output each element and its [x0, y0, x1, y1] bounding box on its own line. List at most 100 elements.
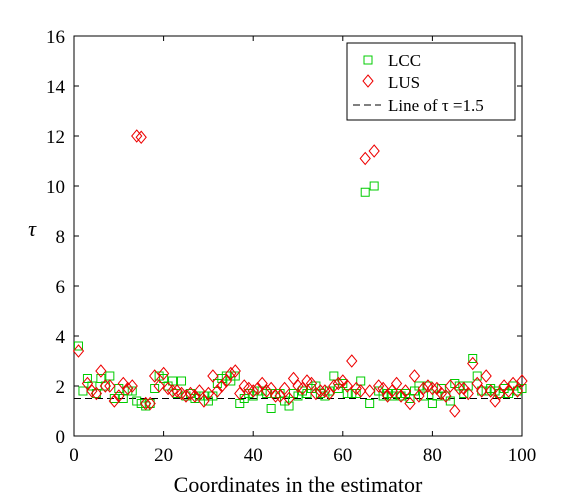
lus-point — [310, 386, 322, 401]
lus-point — [202, 386, 215, 401]
lcc-point — [351, 389, 361, 398]
y-tick-label: 4 — [56, 327, 66, 348]
lcc-point — [369, 181, 379, 191]
lus-point — [386, 384, 398, 398]
lus-point — [507, 376, 519, 391]
x-tick-label: 40 — [244, 445, 263, 466]
lus-point — [480, 369, 492, 383]
lus-point — [148, 369, 161, 383]
lus-point — [207, 369, 219, 383]
lus-point — [449, 404, 461, 418]
lus-point — [399, 384, 412, 398]
y-tick-label: 16 — [46, 27, 65, 48]
lcc-point — [463, 381, 473, 391]
lcc-point — [100, 381, 110, 391]
lus-point — [305, 376, 318, 391]
lus-point — [90, 386, 103, 401]
lus-point — [381, 389, 394, 403]
lus-point — [323, 386, 336, 401]
legend: LCC LUS Line of τ =1.5 — [346, 42, 516, 121]
x-tick-label: 80 — [423, 445, 442, 466]
lus-point — [444, 379, 456, 393]
lus-point — [189, 389, 201, 403]
lus-point — [166, 384, 179, 398]
lus-point — [283, 391, 295, 406]
lcc-point — [150, 384, 160, 393]
lus-point — [511, 384, 524, 398]
lcc-point — [468, 354, 478, 363]
y-tick-label: 12 — [46, 127, 65, 148]
lcc-point — [266, 404, 276, 413]
x-tick-label: 100 — [508, 445, 537, 466]
lcc-point — [73, 341, 83, 351]
lus-point — [377, 381, 389, 396]
x-axis-label: Coordinates in the estimator — [174, 472, 423, 497]
lus-point — [225, 366, 237, 381]
lus-point — [395, 389, 407, 403]
lus-point — [131, 129, 143, 143]
lus-point — [229, 364, 241, 378]
legend-marker-lus — [362, 74, 374, 88]
lus-point — [153, 379, 165, 393]
lus-point — [359, 151, 371, 166]
y-tick-label: 0 — [56, 427, 66, 448]
x-tick-label: 60 — [333, 445, 352, 466]
axis-ticks: 0 20 40 60 80 100 0 2 4 6 8 10 12 14 16 — [46, 27, 536, 466]
lus-point — [287, 371, 300, 386]
legend-label-lcc: LCC — [388, 51, 421, 70]
legend-box — [346, 42, 516, 121]
lus-point — [328, 379, 340, 393]
lus-point — [346, 354, 358, 368]
lcc-point — [423, 381, 433, 391]
lus-point — [135, 130, 147, 145]
lus-point — [332, 376, 344, 391]
y-tick-label: 2 — [56, 377, 66, 398]
legend-label-threshold-line: Line of τ =1.5 — [388, 96, 484, 115]
lus-point — [413, 389, 425, 403]
lcc-point — [365, 399, 375, 408]
lus-point — [126, 379, 138, 393]
lus-point — [252, 381, 264, 396]
lus-point — [489, 394, 501, 408]
lcc-point — [360, 187, 370, 197]
lus-point — [211, 384, 224, 398]
lus-point — [81, 376, 94, 391]
lus-point — [408, 369, 421, 383]
lus-point — [108, 394, 120, 408]
lus-point — [462, 386, 474, 401]
lcc-point — [517, 384, 527, 393]
lus-point — [99, 379, 112, 393]
lus-point — [471, 376, 483, 391]
lus-point — [493, 386, 506, 401]
lus-point — [516, 374, 528, 388]
lus-point — [220, 374, 232, 388]
lcc-point — [230, 371, 240, 381]
lus-point — [265, 381, 277, 396]
lus-point — [247, 384, 259, 398]
x-tick-label: 0 — [69, 445, 79, 466]
lus-point — [113, 389, 125, 403]
y-axis-label: τ — [28, 216, 37, 241]
lus-point — [269, 389, 282, 403]
data-marks — [72, 129, 528, 418]
lus-point — [314, 384, 327, 398]
lus-point — [341, 379, 353, 393]
lus-point — [355, 384, 367, 398]
lus-point — [476, 384, 488, 398]
lus-point — [216, 379, 228, 393]
lcc-point — [284, 401, 294, 411]
lus-point — [417, 381, 430, 396]
lus-point — [157, 366, 170, 381]
y-tick-label: 6 — [56, 277, 66, 298]
lcc-point — [177, 376, 187, 386]
lus-point — [502, 384, 515, 398]
lus-point — [180, 389, 192, 403]
y-tick-label: 10 — [46, 177, 65, 198]
lus-point — [193, 384, 206, 398]
lcc-point — [145, 399, 155, 408]
x-tick-label: 20 — [154, 445, 173, 466]
lus-point — [440, 389, 452, 403]
lus-point — [453, 381, 465, 396]
lus-point — [404, 396, 416, 411]
